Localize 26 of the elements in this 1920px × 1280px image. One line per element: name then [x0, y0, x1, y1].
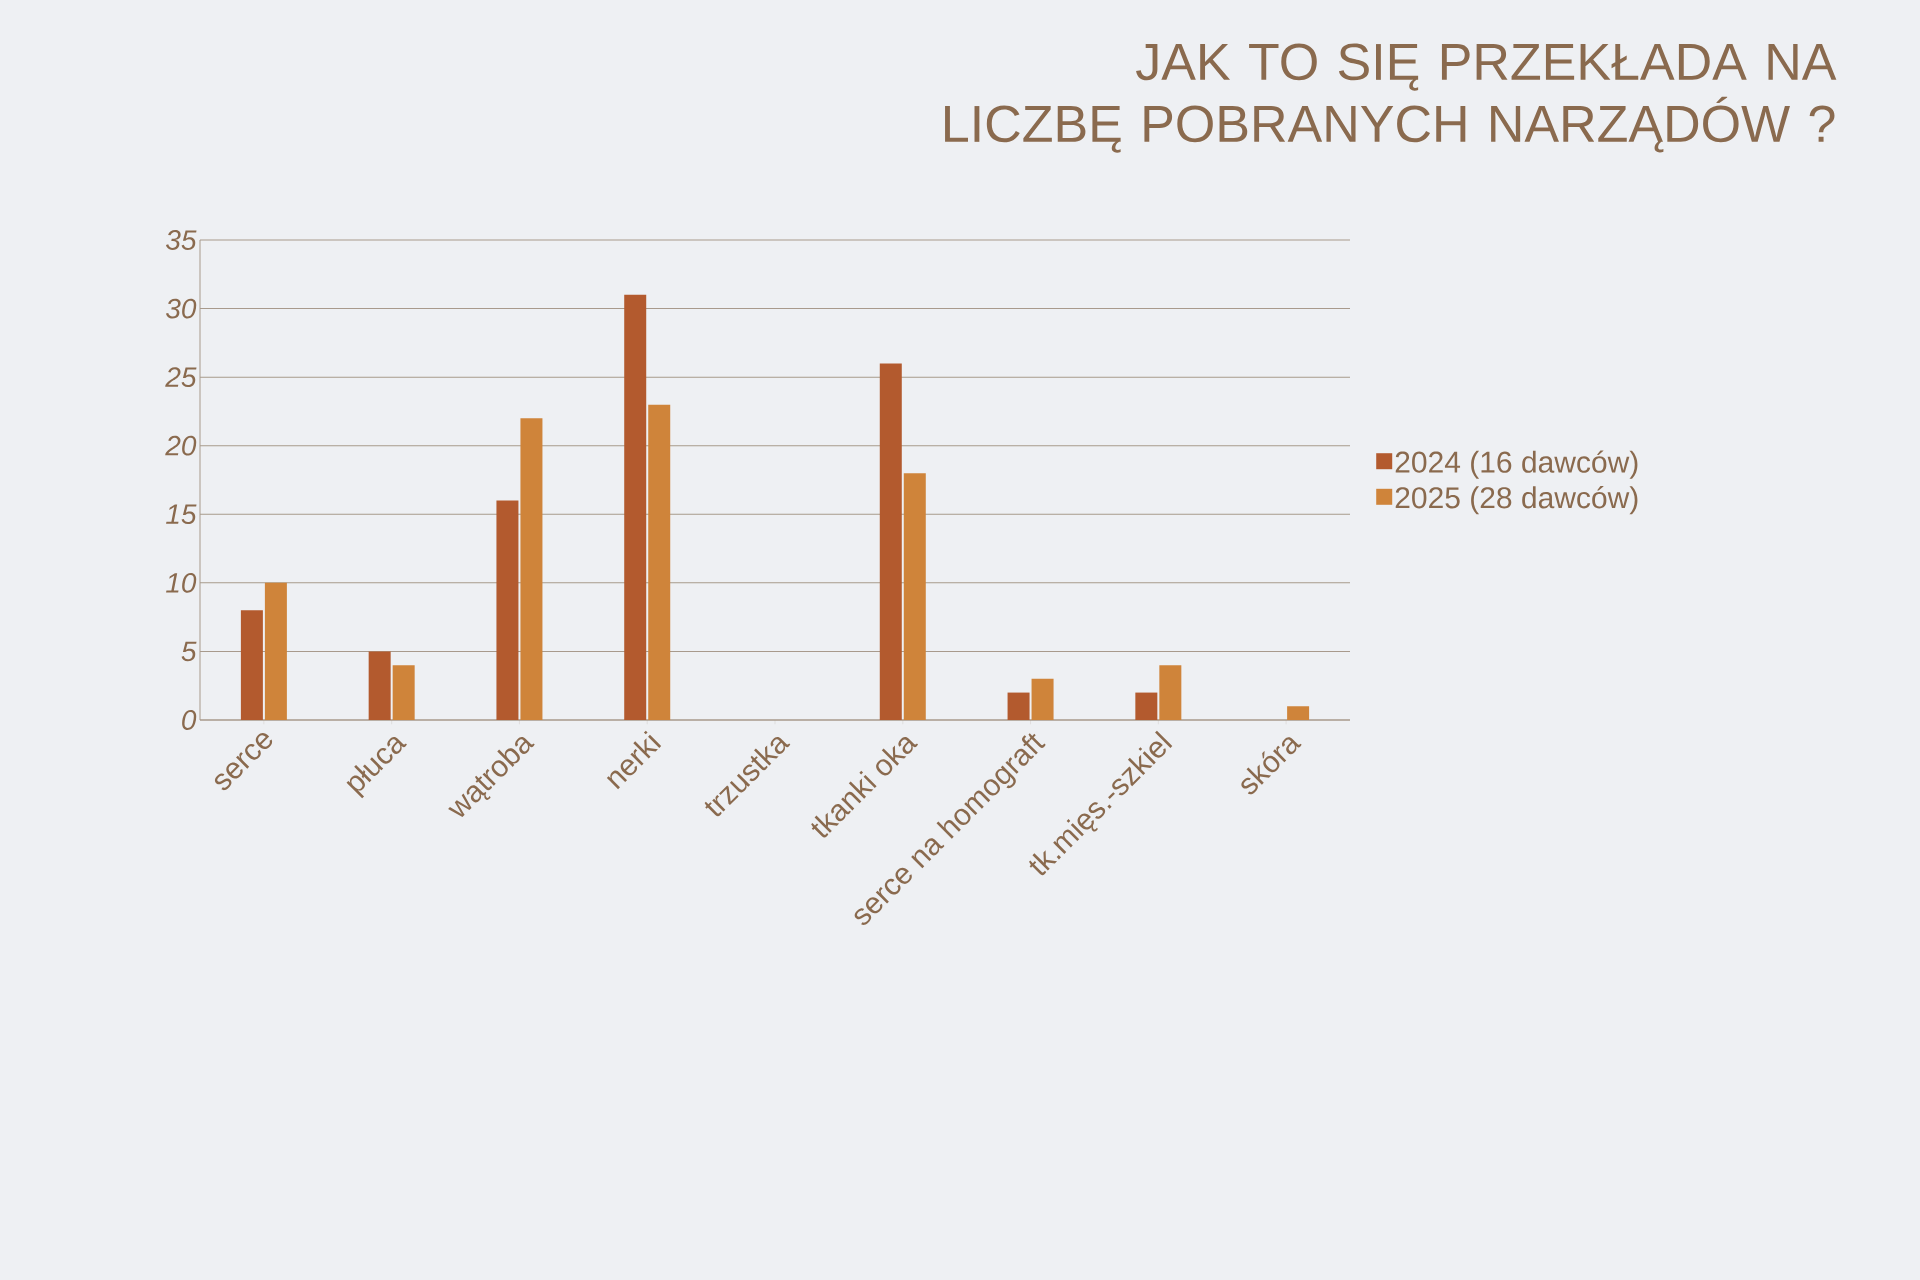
- y-tick-label: 35: [165, 230, 197, 250]
- bar: [1031, 678, 1054, 721]
- bar: [624, 294, 647, 721]
- bar: [240, 610, 263, 721]
- bar: [903, 473, 926, 721]
- bar: [264, 582, 287, 721]
- y-tick-label: 20: [165, 435, 197, 456]
- legend-label: 2024 (16 dawców): [1395, 450, 1638, 479]
- bar: [1007, 692, 1030, 721]
- y-tick-label: 30: [165, 298, 197, 319]
- bar: [368, 651, 391, 721]
- bar: [1135, 692, 1158, 721]
- y-tick-label: 15: [166, 504, 197, 525]
- bar: [879, 363, 902, 721]
- y-tick-label: 10: [166, 572, 197, 593]
- y-tick-label: 25: [165, 367, 197, 388]
- bar: [648, 404, 671, 721]
- bar: [496, 500, 519, 721]
- legend-label: 2025 (28 dawców): [1395, 486, 1638, 515]
- bar: [1287, 706, 1310, 721]
- bar: [1159, 665, 1182, 721]
- chart-title: JAK TO SIĘ PRZEKŁADA NA LICZBĘ POBRANYCH NARZĄDÓW ?: [945, 43, 1837, 153]
- bar: [520, 418, 543, 721]
- y-tick-label: 0: [182, 710, 197, 730]
- bar: [392, 665, 415, 721]
- y-tick-label: 5: [181, 641, 197, 662]
